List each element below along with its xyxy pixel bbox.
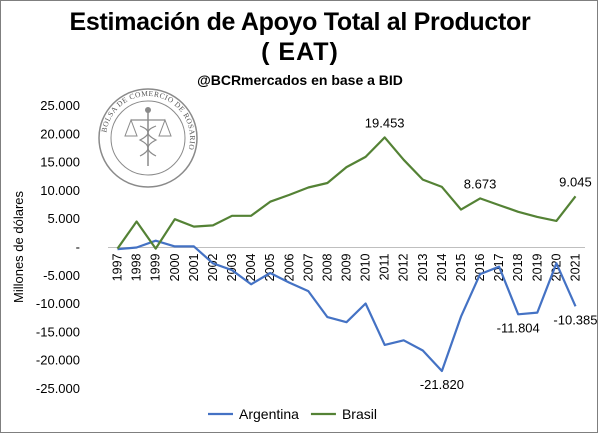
data-label: 8.673 — [464, 176, 497, 191]
x-tick-label: 2011 — [378, 253, 392, 280]
series-line-argentina — [117, 239, 577, 373]
x-axis-ticks: 1997 1998 1999 2000 2001 2002 2003 2004 2005 2006… — [111, 253, 583, 281]
series-line-brasil — [116, 136, 577, 250]
x-tick-label: 1999 — [149, 253, 163, 281]
y-axis-label: Millones de dólares — [11, 191, 26, 304]
data-label: 19.453 — [365, 115, 405, 130]
y-tick-label: 15.000 — [40, 155, 80, 170]
y-tick-label: -10.000 — [36, 296, 80, 311]
data-label: -11.804 — [497, 320, 540, 335]
x-tick-label: 2016 — [473, 253, 487, 281]
y-tick-label: - — [76, 240, 80, 255]
legend-label-argentina: Argentina — [239, 406, 299, 422]
data-label: -10.385 — [553, 312, 597, 327]
y-axis-ticks: 25.000 20.000 15.000 10.000 5.000 - -5.000 -10.… — [36, 98, 80, 396]
y-tick-label: -25.000 — [36, 381, 80, 396]
x-tick-label: 2001 — [187, 253, 201, 281]
x-tick-label: 2010 — [359, 253, 373, 281]
chart-subtitle: @BCRmercados en base a BID — [197, 72, 403, 88]
y-tick-label: 10.000 — [40, 183, 80, 198]
legend-label-brasil: Brasil — [342, 406, 377, 422]
x-tick-label: 2018 — [511, 253, 525, 281]
x-tick-label: 2007 — [301, 253, 315, 281]
data-label: -21.820 — [420, 377, 464, 392]
x-tick-label: 2014 — [435, 253, 449, 281]
y-tick-label: -20.000 — [36, 353, 80, 368]
x-tick-label: 2012 — [397, 253, 411, 281]
x-tick-label: 2009 — [340, 253, 354, 281]
x-tick-label: 1998 — [130, 253, 144, 281]
x-tick-label: 2021 — [568, 253, 582, 281]
y-tick-label: 5.000 — [47, 211, 80, 226]
data-labels: 19.453 8.673 9.045 -21.820 -11.804 -10.385 — [365, 115, 598, 392]
x-tick-label: 2008 — [320, 253, 334, 281]
x-tick-label: 2013 — [416, 253, 430, 281]
series-lines — [116, 136, 577, 373]
chart-title-acronym: ( EAT) — [261, 38, 339, 66]
x-tick-label: 2006 — [282, 253, 296, 281]
bcr-seal-logo: BOLSA DE COMERCIO DE ROSARIO — [98, 88, 198, 188]
x-tick-label: 2004 — [244, 253, 258, 281]
x-tick-label: 2015 — [454, 253, 468, 281]
x-tick-label: 2000 — [168, 253, 182, 281]
x-tick-label: 2003 — [225, 253, 239, 281]
x-tick-label: 2019 — [530, 253, 544, 281]
y-tick-label: 25.000 — [40, 98, 80, 113]
chart-title: Estimación de Apoyo Total al Productor — [69, 8, 531, 36]
data-label: 9.045 — [559, 174, 592, 189]
y-tick-label: -5.000 — [43, 268, 80, 283]
y-tick-label: 20.000 — [40, 126, 80, 141]
legend: Argentina Brasil — [208, 406, 377, 422]
x-tick-label: 1997 — [111, 253, 125, 281]
y-tick-label: -15.000 — [36, 324, 80, 339]
